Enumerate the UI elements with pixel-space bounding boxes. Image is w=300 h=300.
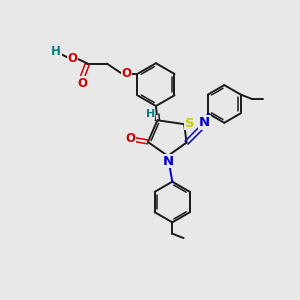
Text: N: N — [199, 116, 210, 129]
Text: O: O — [125, 132, 135, 145]
Text: O: O — [77, 76, 87, 90]
Text: H: H — [51, 45, 61, 58]
Text: O: O — [68, 52, 78, 65]
Text: O: O — [121, 68, 131, 80]
Text: S: S — [185, 117, 194, 130]
Text: H: H — [146, 109, 155, 119]
Text: N: N — [163, 155, 174, 168]
